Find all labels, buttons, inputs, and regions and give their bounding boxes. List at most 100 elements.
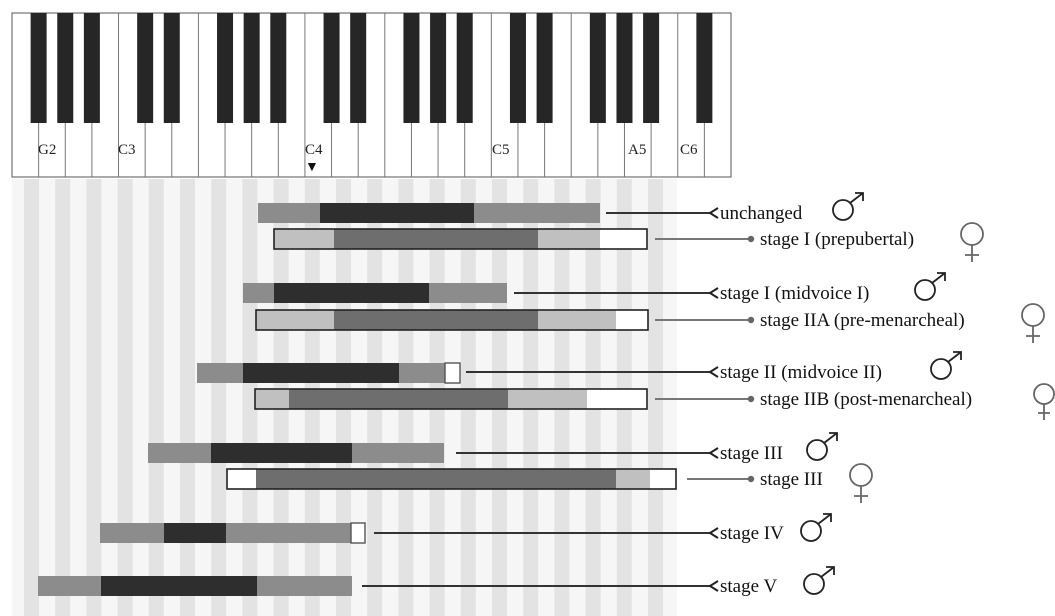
core-range xyxy=(164,523,226,543)
arrowhead-icon xyxy=(708,447,719,459)
black-key xyxy=(217,13,234,123)
male-symbol-icon xyxy=(930,351,962,380)
stage-label: unchanged xyxy=(720,203,803,224)
black-key xyxy=(509,13,526,123)
male-symbol-icon xyxy=(832,192,864,221)
black-key xyxy=(350,13,367,123)
black-key xyxy=(430,13,447,123)
female-symbol-icon xyxy=(849,463,873,503)
black-key xyxy=(57,13,74,123)
note-label-c3: C3 xyxy=(118,142,136,158)
arrowhead-icon xyxy=(708,580,719,592)
piano-keyboard: G2 C3 C4 C5 A5 C6 ▼ xyxy=(11,12,732,178)
sex-symbols xyxy=(800,192,1055,595)
stage-label: stage IV xyxy=(720,523,784,544)
black-key xyxy=(403,13,420,123)
keyboard-frame xyxy=(11,12,732,178)
stripe xyxy=(180,179,195,616)
black-key xyxy=(643,13,660,123)
bar-stage-iii-male xyxy=(148,443,444,463)
bar-stage-ii-midvoice-ii xyxy=(197,362,461,384)
core-range xyxy=(320,203,474,223)
stage-label: stage IIB (post-menarcheal) xyxy=(760,389,972,410)
dot-icon xyxy=(747,395,755,403)
stage-label: stage V xyxy=(720,576,777,597)
dot-icon xyxy=(747,316,755,324)
male-symbol-icon xyxy=(914,272,946,301)
arrowhead-icon xyxy=(708,207,719,219)
note-label-c4: C4 xyxy=(305,142,323,158)
stripe xyxy=(148,179,164,616)
bar-stage-iia xyxy=(255,309,649,331)
male-symbol-icon xyxy=(803,566,835,595)
bar-stage-i-midvoice-i xyxy=(243,283,507,303)
stripe xyxy=(117,179,133,616)
male-symbol-icon xyxy=(806,432,838,461)
dot-icon xyxy=(747,235,755,243)
black-key xyxy=(536,13,553,123)
black-key xyxy=(163,13,180,123)
key-labels: G2 C3 C4 C5 A5 C6 xyxy=(38,142,698,158)
stripe xyxy=(24,179,39,616)
black-key xyxy=(30,13,47,123)
stage-label: stage I (prepubertal) xyxy=(760,229,914,250)
arrowhead-icon xyxy=(708,527,719,539)
black-key xyxy=(589,13,606,123)
stage-label: stage I (midvoice I) xyxy=(720,283,869,304)
leader-lines xyxy=(362,212,750,587)
black-key xyxy=(243,13,260,123)
dot-icon xyxy=(747,475,755,483)
bar-stage-iib xyxy=(254,388,648,410)
female-symbol-icon xyxy=(1033,383,1055,420)
leader-endpoints xyxy=(708,207,755,592)
extension-range xyxy=(444,362,461,384)
core-range xyxy=(289,389,508,409)
core-range xyxy=(334,310,538,330)
black-key xyxy=(137,13,154,123)
middle-c-marker-icon: ▼ xyxy=(305,160,319,175)
female-symbol-icon xyxy=(1021,303,1045,343)
stage-label: stage II (midvoice II) xyxy=(720,362,882,383)
core-range xyxy=(256,469,616,489)
core-range xyxy=(211,443,352,463)
extension-range xyxy=(350,522,366,544)
black-key xyxy=(323,13,340,123)
black-key xyxy=(696,13,713,123)
bar-outline xyxy=(273,228,648,250)
stripe xyxy=(55,179,71,616)
core-range xyxy=(274,283,429,303)
black-key xyxy=(616,13,633,123)
female-symbol-icon xyxy=(960,222,984,262)
stage-label: stage IIA (pre-menarcheal) xyxy=(760,310,965,331)
bar-unchanged xyxy=(258,203,600,223)
stripe xyxy=(648,179,663,616)
stage-labels: unchanged stage I (prepubertal) stage I … xyxy=(720,203,972,597)
note-label-a5: A5 xyxy=(628,142,646,158)
range-bars xyxy=(38,203,677,596)
black-key xyxy=(83,13,100,123)
stage-label: stage III xyxy=(720,443,783,464)
black-key xyxy=(456,13,473,123)
core-range xyxy=(243,363,399,383)
arrowhead-icon xyxy=(708,287,719,299)
bar-outline xyxy=(226,468,677,490)
black-keys xyxy=(30,13,713,123)
stripe xyxy=(211,179,227,616)
core-range xyxy=(334,229,538,249)
bar-outline xyxy=(254,388,648,410)
male-symbol-icon xyxy=(800,513,832,542)
arrowhead-icon xyxy=(708,366,719,378)
black-key xyxy=(270,13,287,123)
core-range xyxy=(101,576,257,596)
bar-stage-iii-female xyxy=(226,468,677,490)
note-label-c5: C5 xyxy=(492,142,510,158)
note-label-g2: G2 xyxy=(38,142,56,158)
stage-label: stage III xyxy=(760,469,823,490)
bar-outline xyxy=(255,309,649,331)
stripe xyxy=(86,179,102,616)
bar-stage-iv xyxy=(100,522,366,544)
bar-stage-v xyxy=(38,576,352,596)
note-label-c6: C6 xyxy=(680,142,698,158)
bar-stage-i-prepubertal xyxy=(273,228,648,250)
